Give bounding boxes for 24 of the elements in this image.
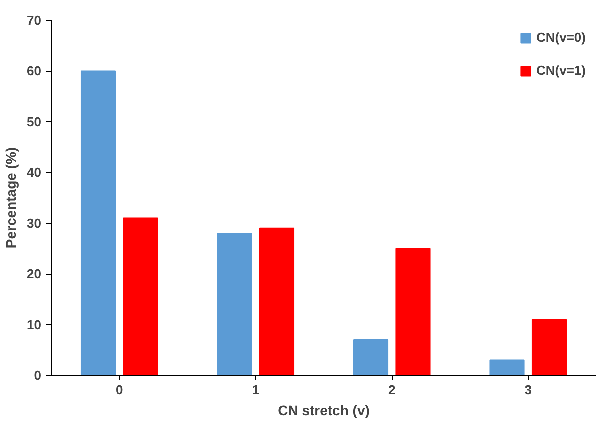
y-tick-label: 30 — [27, 216, 42, 231]
x-tick-label: 2 — [388, 382, 396, 398]
bar — [217, 233, 252, 376]
y-tick-label: 70 — [27, 13, 42, 28]
bar — [490, 360, 525, 376]
legend-label: CN(v=0) — [536, 30, 586, 45]
y-tick-label: 60 — [27, 64, 42, 79]
y-tick-label: 50 — [27, 114, 42, 130]
y-tick-label: 10 — [27, 317, 42, 332]
x-tick-label: 1 — [252, 382, 260, 398]
bar — [259, 228, 295, 376]
legend-label: CN(v=1) — [536, 63, 586, 78]
y-axis-title: Percentage (%) — [3, 147, 20, 249]
y-tick-label: 40 — [27, 165, 42, 180]
bar — [123, 218, 158, 376]
x-tick-label: 0 — [116, 382, 124, 398]
bar — [80, 70, 116, 376]
bar — [353, 340, 389, 376]
bar — [532, 319, 568, 376]
x-axis-title: CN stretch (v) — [278, 402, 370, 418]
y-tick-label: 20 — [27, 266, 42, 282]
y-tick-label: 0 — [34, 368, 42, 383]
bar — [396, 248, 431, 376]
x-tick-label: 3 — [524, 382, 532, 398]
